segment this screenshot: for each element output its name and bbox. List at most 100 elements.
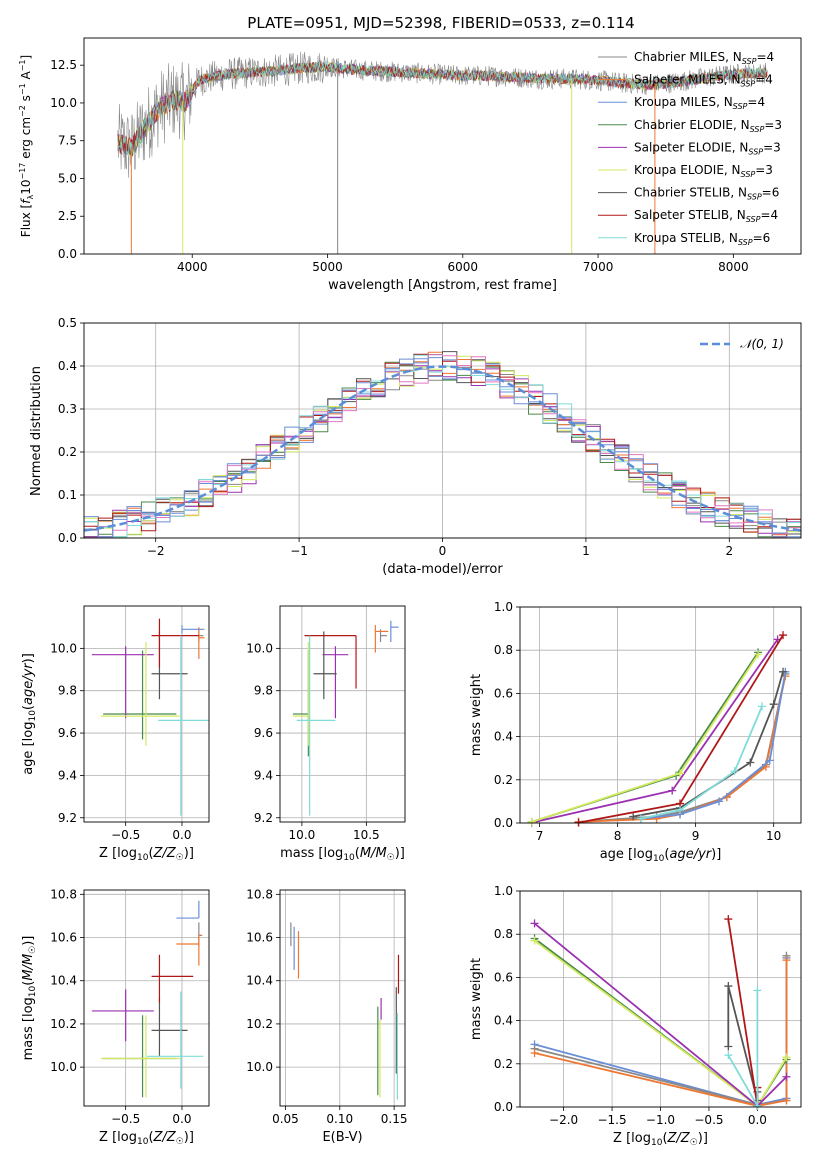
spectrum-legend: Chabrier MILES, NSSP=4 Salpeter MILES, NS… [598, 50, 782, 247]
y-axis-label: mass weight [469, 674, 484, 756]
x-tick-label: 8 [614, 829, 622, 843]
y-tick-label: 0.8 [494, 643, 513, 657]
y-tick-label: 7.5 [58, 134, 77, 148]
y-axis-label: mass [log10(M/M☉)] [21, 936, 38, 1061]
y-tick-label: 12.5 [50, 58, 77, 72]
y-tick-label: 9.6 [58, 726, 77, 740]
axes-frame [279, 889, 406, 1107]
x-tick-label: 7000 [583, 260, 614, 274]
legend-label: Salpeter ELODIE, NSSP=3 [634, 140, 781, 156]
y-tick-label: 10.4 [50, 974, 77, 988]
weight-point-marker [724, 1042, 733, 1051]
y-tick-label: 10.0 [50, 96, 77, 110]
panel-spectrum: 4000 5000 6000 7000 8000 0.0 2.5 5.0 7.5 10.0 12.5… [18, 37, 802, 293]
weight-point-marker [754, 650, 763, 659]
legend-label: Salpeter STELIB, NSSP=4 [634, 208, 778, 224]
axes-frame [83, 605, 210, 823]
legend-label: Chabrier STELIB, NSSP=6 [634, 186, 779, 202]
axes-frame [519, 890, 802, 1108]
x-tick-label: 0.0 [172, 1112, 191, 1126]
y-tick-label: 0.3 [58, 402, 77, 416]
y-tick-label: 10.0 [50, 1060, 77, 1074]
y-tick-label: 10.6 [50, 931, 77, 945]
y-tick-label: 10.0 [50, 641, 77, 655]
x-tick-label: 10.0 [289, 828, 316, 842]
x-tick-label: −0.5 [111, 828, 140, 842]
weight-point-marker [629, 812, 638, 821]
y-tick-label: 0.8 [494, 927, 513, 941]
legend-label: 𝒩(0, 1) [740, 337, 784, 351]
panel-residual-histogram: −2 −1 0 1 2 0.0 0.1 0.2 0.3 0.4 0.5 (data-model)/er… [29, 316, 802, 577]
y-tick-label: 10.2 [246, 1017, 273, 1031]
legend-label: Salpeter MILES, NSSP=4 [634, 73, 773, 89]
weight-point-marker [765, 756, 774, 765]
legend-series-name: Chabrier ELODIE [634, 118, 733, 132]
x-tick-label: 0.05 [272, 1112, 299, 1126]
weight-series-line [531, 638, 779, 824]
legend-nssp-value: 3 [773, 140, 781, 154]
weight-point-marker [753, 1101, 762, 1110]
weight-point-marker [782, 1096, 791, 1105]
weight-point-marker [530, 919, 539, 928]
weight-point-marker [636, 814, 645, 823]
legend-nssp-value: 4 [757, 95, 765, 109]
x-tick-label: 8000 [718, 260, 749, 274]
x-axis-label: E(B-V) [322, 1130, 362, 1145]
weight-point-marker [746, 758, 755, 767]
y-tick-label: 1.0 [494, 884, 513, 898]
weight-lines [527, 631, 790, 827]
weight-point-marker [779, 631, 788, 640]
axes-frame [83, 889, 210, 1107]
x-tick-label: 0.15 [381, 1112, 408, 1126]
x-tick-label: 5000 [312, 260, 343, 274]
weight-point-marker [668, 786, 677, 795]
x-axis-label: Z [log10(Z/Z☉)] [99, 846, 194, 863]
axes-frame [519, 606, 802, 824]
spectrum-lines [117, 51, 768, 254]
x-tick-label: −2 [147, 544, 165, 558]
weight-point-marker [676, 806, 685, 815]
x-tick-label: −1.0 [646, 1113, 675, 1127]
x-tick-label: −0.5 [694, 1113, 723, 1127]
legend-label: Chabrier MILES, NSSP=4 [634, 50, 774, 66]
weight-point-marker [724, 1051, 733, 1060]
weight-point-marker [730, 767, 739, 776]
y-axis-label: mass weight [469, 958, 484, 1040]
y-tick-label: 0.0 [494, 1100, 513, 1114]
x-tick-label: −2.0 [549, 1113, 578, 1127]
legend-series-name: Kroupa MILES [634, 95, 716, 109]
y-tick-label: 0.0 [58, 531, 77, 545]
y-tick-label: 0.4 [58, 359, 77, 373]
y-tick-label: 9.8 [254, 684, 273, 698]
y-axis-label: Normed distribution [29, 366, 44, 496]
y-tick-label: 0.1 [58, 488, 77, 502]
x-tick-label: −1 [290, 544, 308, 558]
legend-nssp-value: 4 [771, 208, 779, 222]
x-tick-label: −1.5 [597, 1113, 626, 1127]
y-tick-label: 0.2 [494, 1057, 513, 1071]
legend-series-name: Salpeter ELODIE [634, 140, 732, 154]
x-axis-label: mass [log10(M/M☉)] [280, 846, 405, 863]
legend-series-name: Chabrier STELIB [634, 186, 730, 200]
error-bars [292, 620, 399, 816]
y-tick-label: 10.2 [50, 1017, 77, 1031]
legend-nssp-value: 3 [774, 118, 782, 132]
x-tick-label: −0.5 [111, 1112, 140, 1126]
y-tick-label: 9.4 [58, 768, 77, 782]
y-tick-label: 10.8 [50, 887, 77, 901]
weight-point-marker [782, 1053, 791, 1062]
weight-point-marker [757, 702, 766, 711]
weight-point-marker [779, 667, 788, 676]
figure-title: PLATE=0951, MJD=52398, FIBERID=0533, z=0… [247, 14, 634, 32]
weight-point-marker [530, 936, 539, 945]
y-tick-label: 9.4 [254, 768, 273, 782]
weight-series-line [640, 671, 787, 820]
weight-point-marker [724, 982, 733, 991]
legend-series-name: Chabrier MILES [634, 50, 725, 64]
panel-massweight-vs-age: 7 8 9 10 0.0 0.2 0.4 0.6 0.8 1.0 mass weight age [l… [469, 600, 802, 864]
legend-nssp-value: 4 [767, 50, 775, 64]
weight-point-marker [715, 797, 724, 806]
panel-massweight-vs-Z: −2.0 −1.5 −1.0 −0.5 0.0 0.0 0.2 0.4 0.6 0.8 1.0 mas… [469, 884, 802, 1148]
x-tick-label: 0.0 [748, 1113, 767, 1127]
y-tick-label: 0.4 [494, 1014, 513, 1028]
